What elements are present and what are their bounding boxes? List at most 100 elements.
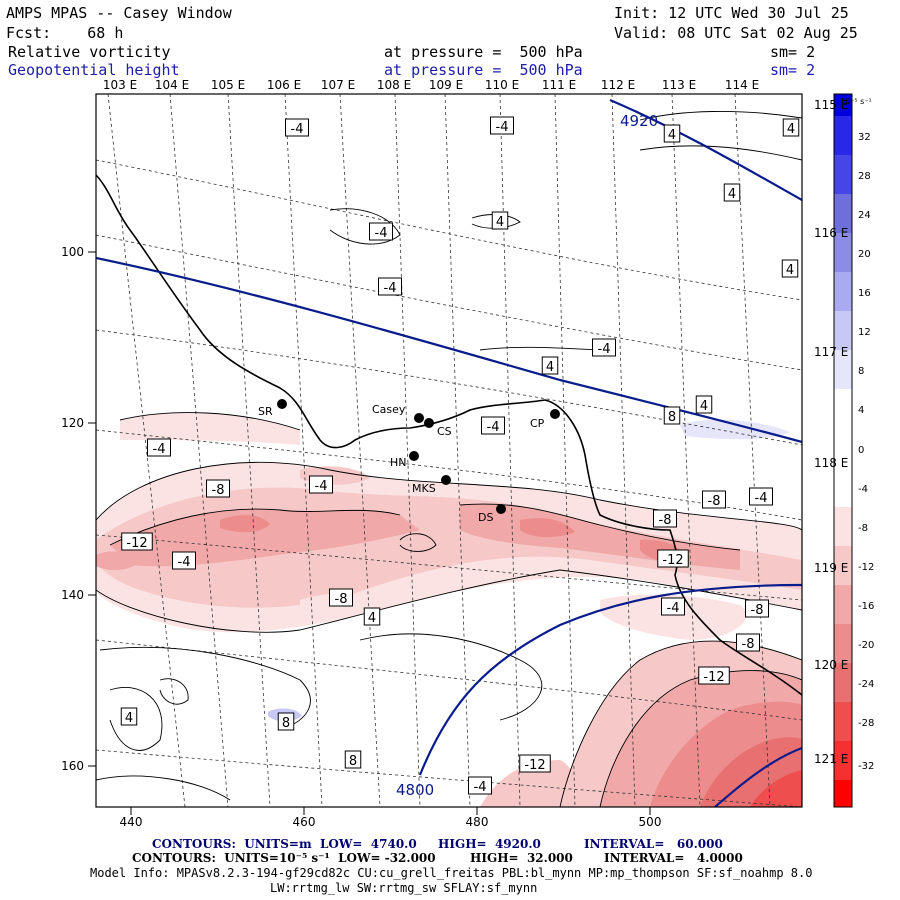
vorticity-label-box — [663, 124, 681, 143]
model-info: Model Info: MPASv8.2.3-194-gf29cd82c CU:… — [90, 866, 813, 880]
vorticity-label: -4 — [598, 342, 611, 357]
vorticity-label-box — [653, 509, 677, 528]
colorbar-tick-label: 20 — [858, 249, 871, 260]
colorbar-tick-label: 8 — [858, 366, 864, 377]
vorticity-label-box — [491, 211, 509, 230]
vorticity-label: 8 — [349, 754, 357, 769]
station-label-cp: CP — [530, 417, 545, 430]
vorticity-contours — [96, 110, 802, 807]
vorticity-label-box — [749, 487, 773, 506]
vorticity-label-box — [206, 479, 230, 498]
vorticity-label-box — [736, 633, 760, 652]
vorticity-label-box — [344, 750, 362, 769]
colorbar-tick-label: -28 — [858, 718, 874, 729]
vorticity-label-box — [592, 338, 616, 357]
colorbar-tick-label: -32 — [858, 761, 874, 772]
x-tick-label: 480 — [466, 815, 489, 829]
lon-label-right: 119 E — [814, 561, 848, 575]
vorticity-label: -4 — [315, 479, 328, 494]
field2-smoothing: sm= 2 — [770, 61, 816, 79]
lon-label-right: 120 E — [814, 658, 848, 672]
vorticity-label-box — [363, 607, 381, 626]
vorticity-contour-interval: INTERVAL= 4.0000 — [604, 851, 743, 865]
vorticity-contour-info: CONTOURS: UNITS=10⁻⁵ s⁻¹ LOW= -32.000 — [132, 851, 436, 865]
vorticity-label: -8 — [708, 494, 721, 509]
x-tick-label: 500 — [639, 815, 662, 829]
vorticity-label-box — [147, 438, 171, 457]
model-info-physics: LW:rrtmg_lw SW:rrtmg_sw SFLAY:sf_mynn — [270, 881, 538, 895]
y-tick-label: 120 — [61, 416, 84, 430]
vorticity-label-box — [781, 259, 799, 278]
vorticity-label: -4 — [178, 555, 191, 570]
vorticity-label: -4 — [487, 420, 500, 435]
colorbar-tick-label: -8 — [858, 523, 868, 534]
vorticity-label-box — [309, 475, 333, 494]
vorticity-label-box — [277, 712, 295, 731]
lon-label-top: 114 E — [725, 78, 759, 92]
vorticity-label-box — [663, 406, 681, 425]
field1-name: Relative vorticity — [8, 43, 171, 61]
colorbar-tick-label: 28 — [858, 171, 871, 182]
vorticity-label-box — [782, 118, 800, 137]
lon-label-top: 112 E — [601, 78, 635, 92]
vorticity-label-box — [745, 599, 769, 618]
vorticity-label: -8 — [742, 637, 755, 652]
field1-level: at pressure = 500 hPa — [384, 43, 583, 61]
vorticity-label: 4 — [368, 611, 376, 626]
colorbar-tick-label: -16 — [858, 601, 874, 612]
colorbar — [833, 93, 853, 808]
vorticity-label: -12 — [524, 758, 545, 773]
colorbar-tick-label: 16 — [858, 288, 871, 299]
vorticity-label: 4 — [668, 128, 676, 143]
field2-level: at pressure = 500 hPa — [384, 61, 583, 79]
vorticity-label-box — [468, 776, 492, 795]
station-label-hn: HN — [390, 456, 407, 469]
station-label-sr: SR — [258, 405, 273, 418]
vorticity-label: -12 — [126, 536, 147, 551]
vorticity-label: -4 — [153, 442, 166, 457]
colorbar-tick-label: 12 — [858, 327, 871, 338]
lon-label-top: 105 E — [211, 78, 245, 92]
vorticity-label: -8 — [659, 513, 672, 528]
lon-label-right: 116 E — [814, 226, 848, 240]
station-label-cs: CS — [437, 425, 452, 438]
map-title: AMPS MPAS -- Casey Window — [6, 4, 232, 22]
colorbar-tick-label: 4 — [858, 405, 864, 416]
height-contour-high: HIGH= 4920.0 — [438, 837, 541, 851]
vorticity-label: -4 — [474, 780, 487, 795]
lon-label-top: 110 E — [485, 78, 519, 92]
vorticity-label-box — [490, 116, 514, 135]
y-tick-label: 140 — [61, 588, 84, 602]
vorticity-label: -8 — [335, 592, 348, 607]
vorticity-label: 8 — [282, 716, 290, 731]
lon-label-top: 104 E — [155, 78, 189, 92]
vorticity-label: -12 — [703, 670, 724, 685]
vorticity-label: -4 — [384, 281, 397, 296]
vorticity-label-box — [657, 549, 689, 568]
colorbar-unit-label: 10⁻⁵ s⁻¹ — [840, 97, 872, 106]
vorticity-label: -4 — [375, 226, 388, 241]
station-markers — [277, 399, 560, 514]
vorticity-label-box — [698, 666, 730, 685]
vorticity-label: -4 — [496, 120, 509, 135]
vorticity-label-box — [285, 118, 309, 137]
lon-label-top: 106 E — [267, 78, 301, 92]
colorbar-tick-label: -12 — [858, 562, 874, 573]
lon-label-top: 103 E — [103, 78, 137, 92]
vorticity-label-box — [329, 588, 353, 607]
x-tick-label: 440 — [120, 815, 143, 829]
vorticity-label-box — [519, 754, 551, 773]
vorticity-label-box — [121, 532, 153, 551]
vorticity-label: -4 — [667, 601, 680, 616]
vorticity-label-box — [172, 551, 196, 570]
map-plot-area — [96, 94, 802, 807]
vorticity-label: 4 — [700, 399, 708, 414]
vorticity-contour-high: HIGH= 32.000 — [470, 851, 573, 865]
vorticity-label: 4 — [496, 215, 504, 230]
vorticity-label: 4 — [125, 711, 133, 726]
vorticity-label-box — [369, 222, 393, 241]
vorticity-label: -12 — [662, 553, 683, 568]
y-tick-label: 100 — [61, 245, 84, 259]
vorticity-label: -8 — [751, 603, 764, 618]
init-time: Init: 12 UTC Wed 30 Jul 25 — [614, 4, 849, 22]
